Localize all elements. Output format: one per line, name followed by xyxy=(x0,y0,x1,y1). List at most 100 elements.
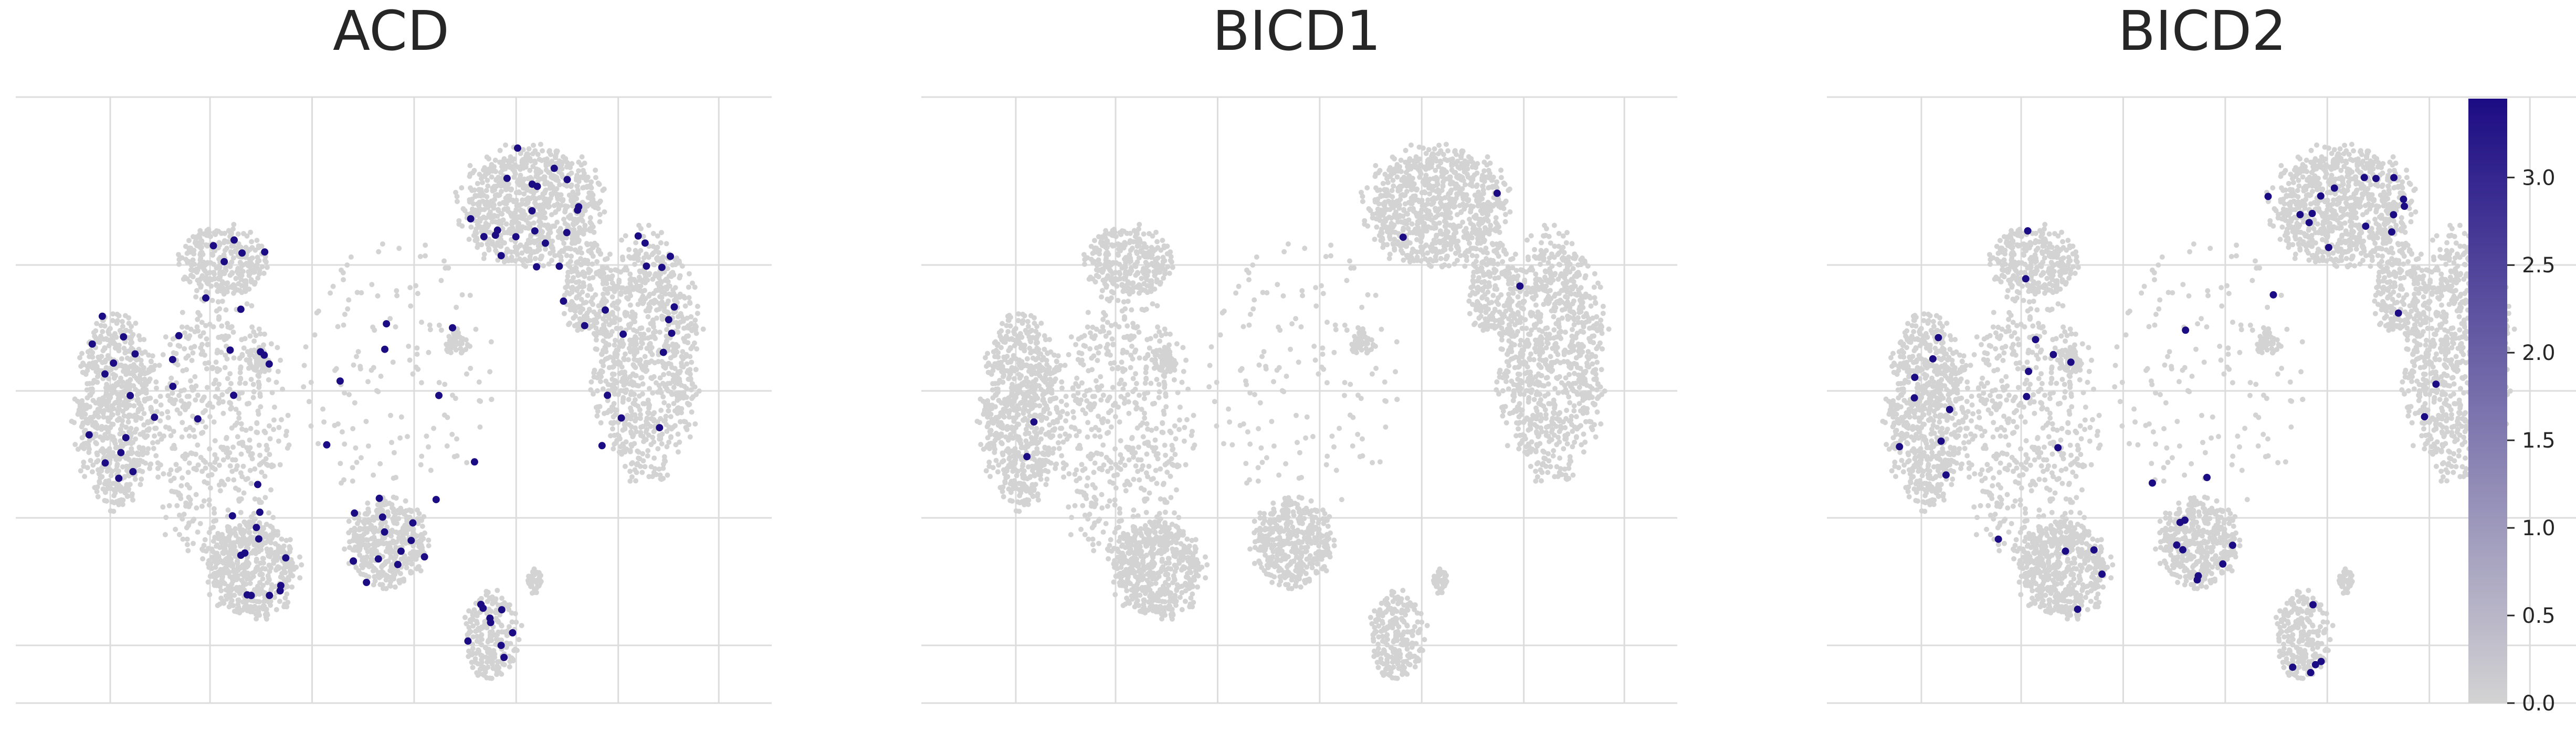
cell-point xyxy=(223,268,229,273)
cell-point xyxy=(365,379,371,385)
cell-point xyxy=(106,329,111,335)
cell-point xyxy=(206,497,212,503)
cell-point xyxy=(330,283,336,289)
cell-point xyxy=(576,225,582,231)
cell-point xyxy=(97,368,103,374)
cell-point xyxy=(265,446,270,452)
cell-point xyxy=(454,436,459,442)
cell-point xyxy=(666,408,671,413)
cell-point xyxy=(354,354,359,359)
cell-point xyxy=(186,433,192,439)
cell-point xyxy=(569,290,575,295)
cell-point xyxy=(640,458,646,464)
cell-point xyxy=(445,415,450,420)
cell-point xyxy=(100,348,106,354)
cell-point xyxy=(523,153,529,159)
cell-point-expressing xyxy=(619,330,627,338)
cell-point xyxy=(160,352,166,357)
cell-point xyxy=(286,442,292,448)
cell-point xyxy=(93,328,99,334)
cell-point xyxy=(527,215,532,220)
cell-point xyxy=(471,168,477,173)
cell-point xyxy=(247,437,253,443)
cell-point xyxy=(88,458,93,463)
cell-point xyxy=(246,448,251,454)
cell-point xyxy=(651,417,657,422)
cell-point xyxy=(675,397,680,403)
cell-point xyxy=(612,432,617,438)
cell-point xyxy=(306,399,312,405)
cell-point xyxy=(407,285,413,291)
cell-point xyxy=(700,326,706,332)
cell-point xyxy=(487,369,493,375)
cell-point xyxy=(442,381,448,387)
cell-point xyxy=(132,476,138,482)
cell-point xyxy=(186,494,192,500)
cell-point xyxy=(216,381,222,387)
cell-point xyxy=(506,186,511,192)
cell-point xyxy=(575,187,581,193)
cell-point xyxy=(558,258,564,263)
cell-point xyxy=(95,458,101,463)
cell-point-expressing xyxy=(656,424,664,432)
cell-point xyxy=(129,339,135,345)
cell-point xyxy=(124,482,130,487)
cell-point xyxy=(507,658,513,664)
cell-point-expressing xyxy=(151,413,159,421)
cell-point xyxy=(372,327,377,333)
cell-point xyxy=(585,258,591,263)
cell-point xyxy=(674,255,679,261)
cell-point xyxy=(606,333,612,339)
cell-point xyxy=(513,190,519,196)
cell-point xyxy=(497,201,502,207)
cell-point xyxy=(478,652,483,658)
cell-point xyxy=(520,158,525,164)
cell-point xyxy=(567,165,573,171)
cell-point xyxy=(650,390,656,396)
cell-point xyxy=(686,295,692,301)
cell-point xyxy=(211,580,217,586)
cell-point xyxy=(666,273,672,279)
cell-point xyxy=(633,478,638,484)
cell-point xyxy=(94,321,100,326)
cell-point xyxy=(207,414,213,420)
cell-point xyxy=(256,385,262,390)
cell-point xyxy=(107,457,113,463)
cell-point xyxy=(248,426,254,431)
cell-point xyxy=(670,262,676,268)
cell-point xyxy=(387,316,393,322)
cell-point xyxy=(416,511,422,516)
cell-point xyxy=(466,608,472,614)
cell-point xyxy=(261,342,266,348)
cell-point xyxy=(117,327,123,333)
cell-point xyxy=(366,574,372,580)
cell-point xyxy=(630,400,636,406)
cell-point xyxy=(427,322,433,328)
cell-point xyxy=(98,336,104,342)
cell-point xyxy=(247,468,253,473)
cell-point xyxy=(391,576,396,582)
cell-point xyxy=(626,422,632,428)
cell-point xyxy=(308,423,314,429)
cell-point xyxy=(284,583,289,589)
cell-point xyxy=(190,413,196,419)
cell-point xyxy=(617,436,623,442)
cell-point xyxy=(212,276,217,282)
cell-point xyxy=(277,599,282,604)
cell-point xyxy=(633,425,638,431)
cell-point xyxy=(80,422,86,428)
cell-point xyxy=(96,397,102,402)
cell-point xyxy=(259,264,265,270)
cell-point xyxy=(176,392,182,398)
cell-point xyxy=(268,341,274,347)
cell-point xyxy=(268,487,274,493)
cell-point xyxy=(201,458,206,463)
cell-point xyxy=(195,462,201,468)
cell-point xyxy=(365,443,371,449)
cell-point xyxy=(532,256,538,261)
cell-point xyxy=(269,390,275,396)
cell-point xyxy=(235,434,240,440)
cell-point xyxy=(162,532,168,537)
cell-point xyxy=(654,299,659,305)
cell-point xyxy=(633,240,639,246)
